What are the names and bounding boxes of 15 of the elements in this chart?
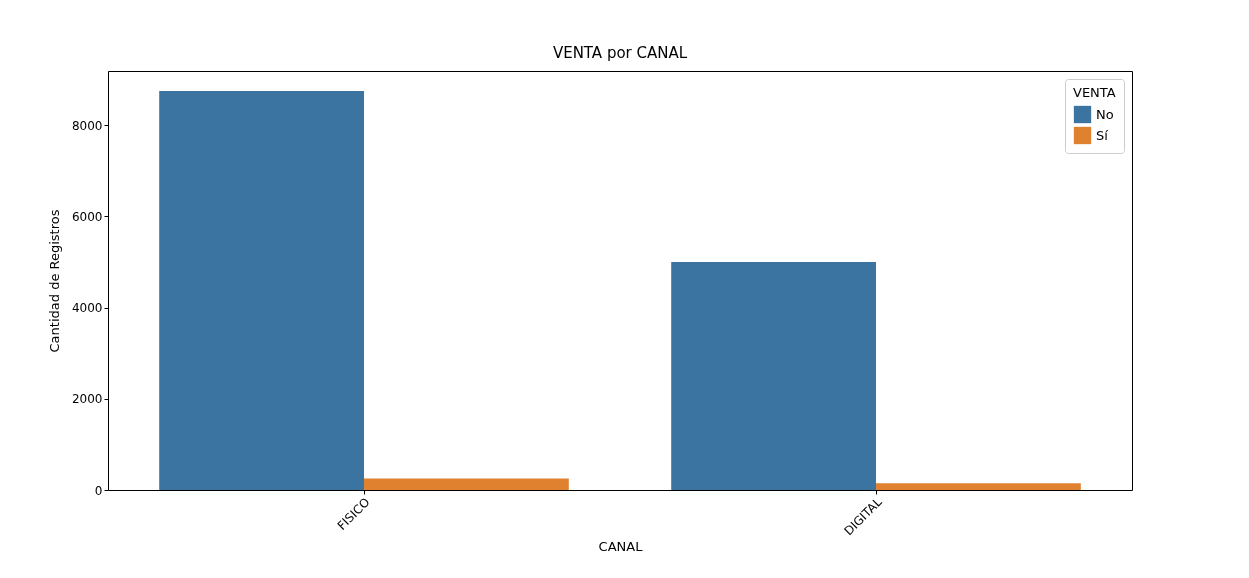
x-axis-title: CANAL [598, 539, 644, 555]
bar [876, 483, 1081, 490]
legend-title: VENTA [1073, 85, 1116, 100]
bar [159, 91, 364, 490]
chart-title: VENTA por CANAL [552, 44, 688, 62]
y-tick-label: 8000 [71, 118, 103, 133]
legend-label: Sí [1096, 127, 1109, 143]
y-tick-label: 0 [94, 483, 103, 498]
y-tick-label: 6000 [71, 209, 103, 224]
y-tick-label: 4000 [71, 301, 103, 316]
bar [671, 262, 876, 490]
y-axis-title: Cantidad de Registros [46, 209, 62, 353]
legend-label: No [1096, 106, 1114, 122]
y-tick-label: 2000 [71, 392, 103, 407]
bar [364, 478, 569, 490]
